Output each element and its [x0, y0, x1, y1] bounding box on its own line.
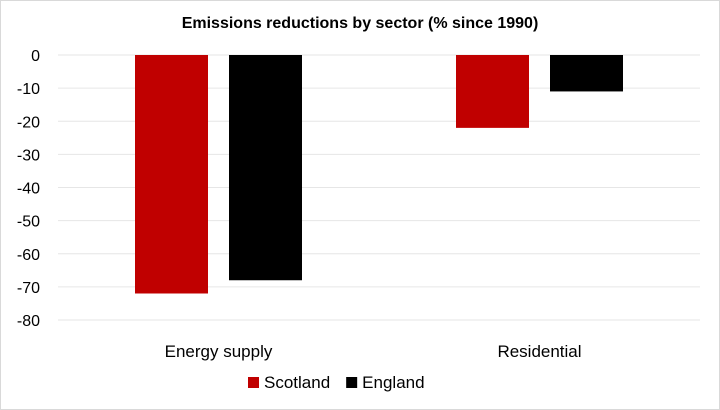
legend-label: Scotland: [264, 373, 330, 392]
bar-scotland: [456, 55, 529, 128]
bar-england: [229, 55, 302, 281]
y-tick-label: 0: [31, 48, 40, 65]
legend-label: England: [362, 373, 424, 392]
legend-swatch: [248, 377, 259, 388]
y-tick-label: -40: [17, 181, 40, 198]
bar-england: [550, 55, 623, 92]
y-tick-label: -60: [17, 247, 40, 264]
bar-scotland: [135, 55, 208, 294]
y-tick-label: -30: [17, 147, 40, 164]
x-category-label: Energy supply: [165, 342, 273, 361]
x-category-label: Residential: [497, 342, 581, 361]
y-tick-label: -70: [17, 280, 40, 297]
y-tick-label: -80: [17, 313, 40, 330]
y-tick-label: -10: [17, 81, 40, 98]
y-tick-label: -20: [17, 114, 40, 131]
chart-title: Emissions reductions by sector (% since …: [182, 15, 539, 32]
y-tick-label: -50: [17, 214, 40, 231]
legend-swatch: [346, 377, 358, 388]
